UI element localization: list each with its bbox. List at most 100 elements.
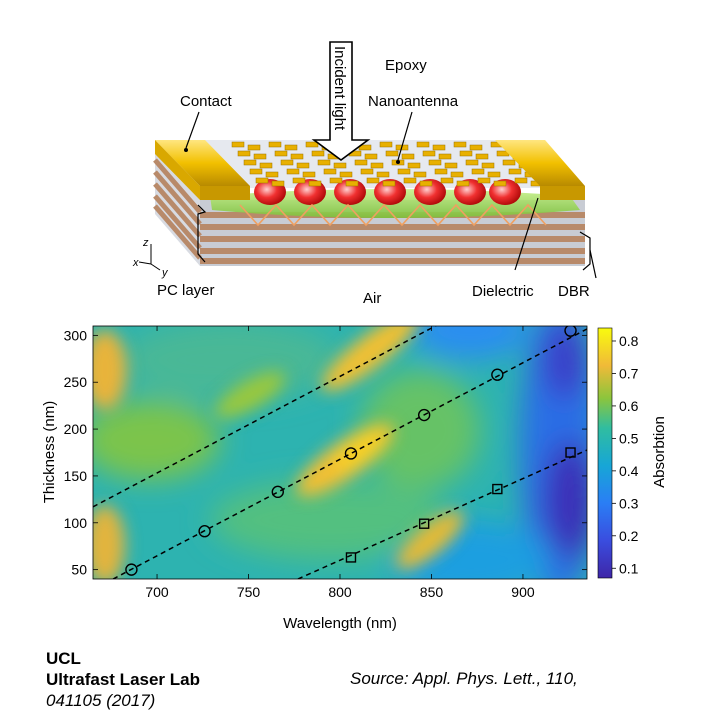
x-tick-label: 900	[511, 584, 535, 600]
nanoantenna	[440, 177, 454, 184]
label-contact: Contact	[180, 93, 233, 110]
y-tick-label: 100	[64, 515, 88, 531]
colorbar-tick-label: 0.4	[619, 463, 639, 479]
nanoantenna	[364, 153, 378, 160]
nanoantenna	[271, 180, 285, 187]
footer-credit: UCL Ultrafast Laser Lab 041105 (2017)	[46, 648, 200, 711]
y-axis-label: Thickness (nm)	[41, 401, 58, 504]
nanoantenna	[456, 180, 470, 187]
absorption-heatmap: 700 750 800 850 900 50 100 150 200 250 300 Wavele…	[41, 325, 668, 632]
nanoantenna	[253, 153, 267, 160]
y-tick-label: 200	[64, 421, 88, 437]
nanoantenna	[345, 180, 359, 187]
nanoantenna	[290, 153, 304, 160]
footer-lab: Ultrafast Laser Lab	[46, 670, 200, 689]
nanoantenna	[403, 177, 417, 184]
nanoantenna	[475, 153, 489, 160]
nanoantenna	[419, 180, 433, 187]
nanoantenna	[397, 168, 411, 175]
footer-source: Source: Appl. Phys. Lett., 110,	[350, 669, 578, 688]
square-marker	[492, 483, 503, 495]
colorbar	[597, 327, 613, 579]
nanoantenna	[465, 159, 479, 166]
dashed-line-group	[93, 326, 587, 579]
nanoantenna	[265, 171, 279, 178]
nanoantenna	[385, 150, 399, 157]
nanoantenna	[333, 162, 347, 169]
colorbar-tick-label: 0.1	[619, 560, 639, 576]
nanoantenna	[508, 168, 522, 175]
nanoantenna	[444, 162, 458, 169]
nanoantenna	[247, 144, 261, 151]
nanoantenna	[477, 177, 491, 184]
nanoantenna	[379, 141, 393, 148]
x-axis-label: Wavelength (nm)	[283, 615, 397, 632]
nanoantenna	[416, 141, 430, 148]
nanoantenna	[493, 180, 507, 187]
circle-marker	[344, 447, 358, 460]
axis-triad	[138, 244, 161, 271]
nanoantenna	[487, 171, 501, 178]
nanoantenna	[249, 168, 263, 175]
nanoantenna	[255, 177, 269, 184]
x-tick-label: 850	[420, 584, 444, 600]
nanoantenna	[292, 177, 306, 184]
dielectric-surface	[155, 140, 585, 188]
square-marker	[565, 447, 576, 458]
nanoantenna	[481, 162, 495, 169]
nanoantenna	[514, 177, 528, 184]
nanoantenna-leader-dot	[396, 160, 400, 164]
x-tick-label: 800	[328, 584, 352, 600]
nanoantenna	[317, 159, 331, 166]
nanoantenna	[284, 144, 298, 151]
marker-group	[125, 326, 577, 576]
nanoantenna	[311, 150, 325, 157]
nanoantenna	[259, 162, 273, 169]
nanoantenna	[469, 144, 483, 151]
circle-marker	[271, 485, 284, 499]
heatmap-field	[93, 326, 587, 579]
colorbar-tick-label: 0.2	[619, 528, 639, 544]
y-axis-ticks: 50 100 150 200 250 300	[64, 327, 587, 578]
x-tick-label: 700	[145, 584, 169, 600]
circle-marker	[417, 408, 431, 422]
x-tick-label: 750	[237, 584, 261, 600]
axis-y-label: y	[161, 267, 169, 279]
circle-marker	[564, 326, 577, 337]
contact-right	[495, 140, 585, 200]
nanoantenna	[459, 150, 473, 157]
nanoantenna	[370, 162, 384, 169]
nanoantenna	[339, 171, 353, 178]
x-axis-ticks: 700 750 800 850 900	[145, 326, 535, 600]
nanoantenna	[453, 141, 467, 148]
y-tick-label: 250	[64, 374, 88, 390]
dashed-line-2	[297, 449, 587, 579]
nanoantenna	[308, 180, 322, 187]
circle-marker	[491, 368, 504, 381]
square-marker	[345, 552, 357, 563]
leader-lines	[185, 111, 597, 279]
circle-marker	[198, 525, 211, 538]
colorbar-tick-label: 0.8	[619, 333, 639, 349]
nanoantenna	[305, 141, 319, 148]
nanoantenna	[329, 177, 343, 184]
label-dbr: DBR	[558, 283, 590, 300]
nanoantenna	[432, 144, 446, 151]
nanoantenna	[502, 159, 516, 166]
square-marker	[418, 518, 430, 529]
svg-text:Incident light: Incident light	[331, 46, 348, 131]
axis-x-label: x	[132, 257, 139, 269]
nanoantenna	[376, 171, 390, 178]
dashed-line-0	[93, 326, 438, 508]
y-tick-label: 150	[64, 468, 88, 484]
incident-light-arrow: Incident light	[311, 41, 371, 161]
colorbar-tick-label: 0.7	[619, 365, 639, 381]
contact-leader-dot	[184, 148, 188, 152]
device-diagram: Incident light z x y Epoxy Contact Nanoa…	[132, 41, 597, 307]
nanoantenna	[434, 168, 448, 175]
colorbar-tick-label: 0.5	[619, 430, 639, 446]
nanoantenna	[471, 168, 485, 175]
nanoantenna	[366, 177, 380, 184]
axis-z-label: z	[142, 237, 149, 249]
